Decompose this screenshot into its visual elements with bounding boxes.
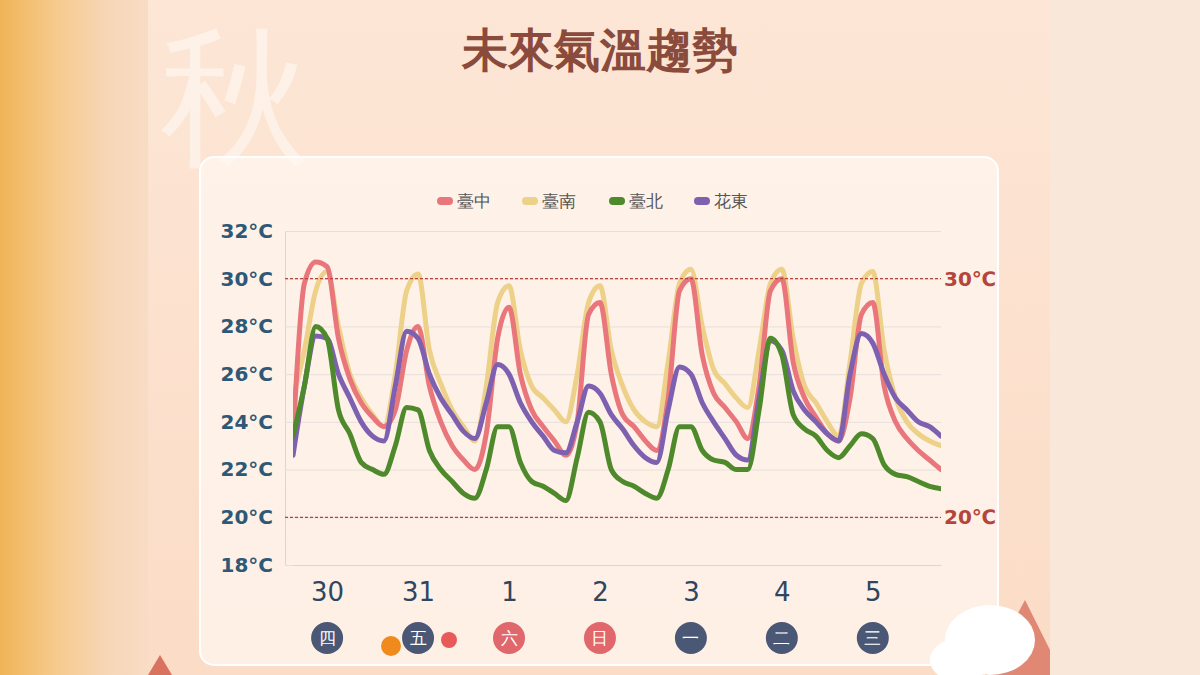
y-tick-label: 20°C (220, 505, 273, 529)
weekday-circle (766, 622, 798, 654)
x-tick: 1 (501, 565, 518, 607)
weekday-circle (857, 622, 889, 654)
x-tick: 30 (311, 565, 344, 607)
series-line (293, 331, 941, 462)
background-panel (148, 0, 1050, 675)
chart-svg: 秋未來氣溫趨勢18°C20°C22°C24°C26°C28°C30°C32°C3… (0, 0, 1200, 675)
legend-label: 臺中 (457, 191, 491, 211)
legend-swatch (526, 197, 534, 205)
weekday-label: 日 (591, 628, 608, 648)
background-right (1050, 0, 1200, 675)
x-tick: 2 (592, 565, 609, 607)
x-tick-label: 2 (592, 577, 609, 607)
legend-item: 花東 (698, 191, 748, 211)
grid-line (285, 231, 941, 232)
y-tick-label: 22°C (220, 457, 273, 481)
weekday: 四 (311, 622, 343, 654)
title: 未來氣溫趨勢 (461, 23, 738, 77)
weekday-circle (493, 622, 525, 654)
y-tick: 22°C (220, 457, 941, 481)
x-tick: 3 (683, 565, 700, 607)
annotations: 30℃ 20℃ (285, 267, 996, 530)
mountain (148, 655, 172, 675)
weekday: 日 (584, 622, 616, 654)
legend-label: 臺北 (629, 191, 663, 211)
y-tick-label: 18°C (220, 553, 273, 577)
grid-line (285, 565, 941, 566)
weekday-circle (402, 622, 434, 654)
legend-label: 花東 (714, 191, 748, 211)
x-tick-label: 3 (683, 577, 700, 607)
x-axis-line (294, 565, 942, 566)
decoration (148, 600, 1050, 675)
series-line (293, 262, 941, 470)
grid-line (285, 279, 941, 280)
x-tick: 4 (774, 565, 791, 607)
x-axis: 30 31 1 2 3 4 5 (294, 565, 942, 607)
legend-swatch (698, 197, 706, 205)
legend-swatch (441, 197, 449, 205)
legend-label: 臺南 (542, 191, 576, 211)
y-tick-label: 32°C (220, 219, 273, 243)
pumpkin-icon (381, 636, 401, 656)
y-tick-label: 30°C (220, 267, 273, 291)
legend: 臺中 臺南 臺北 花東 (441, 191, 748, 211)
reference-line (285, 517, 941, 518)
grid-line (285, 517, 941, 518)
series-line (293, 326, 941, 500)
reference-label: 30℃ (944, 267, 996, 291)
weekday: 二 (766, 622, 798, 654)
weekday-label: 三 (864, 628, 881, 648)
y-axis-line (286, 232, 942, 566)
weekday-label: 二 (773, 628, 790, 648)
weekday: 一 (675, 622, 707, 654)
weekday: 六 (493, 622, 525, 654)
y-axis: 18°C 20°C 22°C 24°C 26°C 28°C 30°C 32°C (220, 219, 941, 577)
x-tick-label: 5 (865, 577, 882, 607)
y-tick: 20°C (220, 505, 941, 529)
weekday-label: 四 (319, 628, 336, 648)
plot-area (293, 262, 941, 501)
y-tick-label: 24°C (220, 410, 273, 434)
legend-item: 臺南 (526, 191, 576, 211)
weekday-label: 五 (410, 628, 427, 648)
x-tick-label: 1 (501, 577, 518, 607)
legend-item: 臺北 (613, 191, 663, 211)
weekday-circle (311, 622, 343, 654)
cloud (930, 638, 990, 675)
candy-icon (441, 632, 457, 648)
grid-line (285, 326, 941, 327)
weekday: 五 (402, 622, 434, 654)
weekday-circle (584, 622, 616, 654)
weekday-circle (675, 622, 707, 654)
x-tick-label: 30 (311, 577, 344, 607)
y-tick-label: 26°C (220, 362, 273, 386)
reference-line (285, 278, 941, 279)
legend-item: 臺中 (441, 191, 491, 211)
x-tick: 31 (402, 565, 435, 607)
plot-card (200, 157, 998, 665)
x-tick-label: 31 (402, 577, 435, 607)
y-tick-label: 28°C (220, 314, 273, 338)
weekday: 三 (857, 622, 889, 654)
weekday-label: 一 (682, 628, 699, 648)
reference-label: 20℃ (944, 505, 996, 529)
legend-swatch (613, 197, 621, 205)
x-tick-label: 4 (774, 577, 791, 607)
weekday-label: 六 (501, 628, 518, 648)
background-left (0, 0, 150, 675)
y-tick: 18°C (220, 553, 941, 577)
x-tick: 5 (865, 565, 882, 607)
y-tick: 32°C (220, 219, 941, 243)
